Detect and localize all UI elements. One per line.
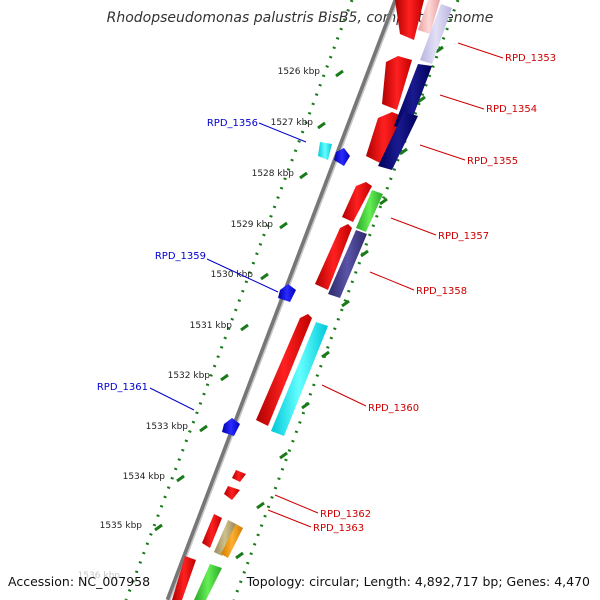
cds-rpd-1360 [256, 314, 312, 426]
label-rpd-1362: RPD_1362 [320, 509, 371, 520]
leader-rpd-1359 [206, 258, 279, 293]
leader-rpd-1355 [419, 144, 466, 161]
kbp-label-1533: 1533 kbp [146, 422, 189, 432]
kbp-label-1534: 1534 kbp [123, 472, 166, 482]
cds-rpd-1355 [366, 112, 402, 164]
annotation-navy-1355 [378, 112, 418, 170]
cds-rpd-1361 [222, 418, 240, 436]
leader-rpd-1363 [267, 509, 312, 528]
kbp-label-1530: 1530 kbp [211, 270, 254, 280]
annotation-lavender [420, 4, 452, 64]
label-rpd-1363: RPD_1363 [313, 523, 364, 534]
label-rpd-1360: RPD_1360 [368, 403, 419, 414]
kbp-label-1527: 1527 kbp [271, 118, 314, 128]
cds-rpd-1353 [395, 0, 424, 40]
cds-bottom [172, 556, 196, 600]
accession-text: Accession: NC_007958 [8, 574, 150, 589]
label-rpd-1359: RPD_1359 [155, 251, 206, 262]
kbp-label-1526: 1526 kbp [278, 67, 321, 77]
leader-rpd-1354 [439, 94, 485, 110]
kbp-label-1529: 1529 kbp [231, 220, 274, 230]
annotation-orange-1363 [221, 524, 243, 558]
annotation-green-1357 [356, 190, 383, 232]
annotation-pink [418, 0, 440, 34]
cds-rpd-1362b [224, 486, 240, 500]
kbp-label-1536: 1536 kbp [78, 571, 121, 581]
leader-rpd-1361 [149, 387, 195, 411]
annotation-cyan-1356 [318, 142, 332, 160]
cds-rpd-1362a [232, 470, 246, 482]
leader-rpd-1356 [258, 122, 307, 143]
kbp-tick-marks [154, 45, 444, 560]
map-title: Rhodopseudomonas palustris BisB5, comple… [107, 10, 494, 26]
kbp-label-1535: 1535 kbp [100, 521, 143, 531]
topology-text: Topology: circular; Length: 4,892,717 bp… [246, 574, 590, 589]
cds-rpd-1359 [278, 284, 296, 302]
leader-rpd-1353 [457, 42, 504, 59]
cds-rpd-1354 [382, 56, 412, 110]
label-rpd-1358: RPD_1358 [416, 286, 467, 297]
label-rpd-1361: RPD_1361 [97, 382, 148, 393]
kbp-label-1531: 1531 kbp [190, 321, 233, 331]
cds-rpd-1357 [342, 182, 372, 222]
leader-rpd-1362 [274, 494, 319, 514]
leader-rpd-1357 [390, 217, 437, 236]
annotation-slate-1358 [328, 230, 367, 298]
cds-rpd-1358a [315, 224, 352, 290]
label-rpd-1356: RPD_1356 [207, 118, 258, 129]
label-rpd-1357: RPD_1357 [438, 231, 489, 242]
label-rpd-1355: RPD_1355 [467, 156, 518, 167]
outer-dotted-ring [232, 0, 460, 600]
genome-backbone [165, 0, 399, 600]
kbp-label-1532: 1532 kbp [168, 371, 211, 381]
annotation-tan-1363 [214, 520, 236, 556]
kbp-label-1528: 1528 kbp [252, 169, 295, 179]
leader-rpd-1360 [321, 384, 367, 407]
label-rpd-1354: RPD_1354 [486, 104, 537, 115]
cds-rpd-1363 [202, 514, 222, 548]
label-rpd-1353: RPD_1353 [505, 53, 556, 64]
leader-rpd-1358 [369, 271, 415, 291]
inner-dotted-ring [124, 0, 354, 600]
annotation-cyan-1360 [271, 322, 328, 436]
annotation-green-bottom [194, 564, 222, 600]
cds-rpd-1356 [334, 148, 350, 166]
